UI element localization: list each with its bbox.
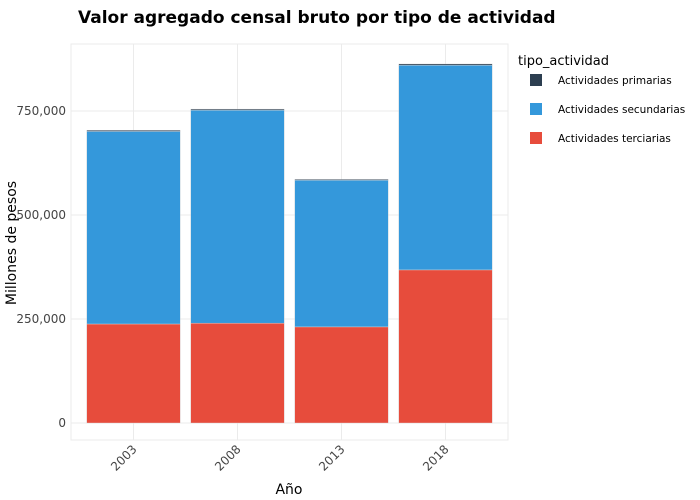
bar-segment <box>86 323 181 424</box>
bar-segment <box>294 179 389 328</box>
bar-segment <box>86 131 181 325</box>
bar-segment <box>398 65 493 271</box>
legend-swatch <box>530 103 542 115</box>
legend-swatch <box>530 132 542 144</box>
bar-segment <box>190 322 285 424</box>
legend-label: Actividades secundarias <box>558 104 685 116</box>
x-tick-label: 2013 <box>316 442 347 473</box>
legend-label: Actividades primarias <box>558 75 672 87</box>
legend: tipo_actividad Actividades primarias Acti… <box>518 54 685 145</box>
y-axis-ticks: 0 250,000 500,000 750,000 <box>16 104 66 430</box>
y-tick-label: 500,000 <box>16 208 66 222</box>
y-axis-title: Millones de pesos <box>4 181 20 305</box>
x-tick-label: 2003 <box>108 442 139 473</box>
bar-segment <box>294 326 389 424</box>
bar-segment <box>398 269 493 424</box>
bar-segment <box>86 130 181 132</box>
bar-segment <box>190 108 285 111</box>
bar-segment <box>190 109 285 324</box>
legend-label: Actividades terciarias <box>558 133 671 145</box>
x-tick-label: 2018 <box>420 442 451 473</box>
chart-title: Valor agregado censal bruto por tipo de … <box>78 8 556 28</box>
bar-segment <box>294 179 389 181</box>
legend-title: tipo_actividad <box>518 54 609 69</box>
bar-segment <box>398 63 493 66</box>
x-axis-ticks: 2003 2008 2013 2018 <box>108 442 451 473</box>
x-axis-title: Año <box>275 482 302 498</box>
bars-group <box>86 63 493 424</box>
legend-swatch <box>530 74 542 86</box>
y-tick-label: 750,000 <box>16 104 66 118</box>
y-tick-label: 250,000 <box>16 312 66 326</box>
y-tick-label: 0 <box>58 416 66 430</box>
x-tick-label: 2008 <box>212 442 243 473</box>
